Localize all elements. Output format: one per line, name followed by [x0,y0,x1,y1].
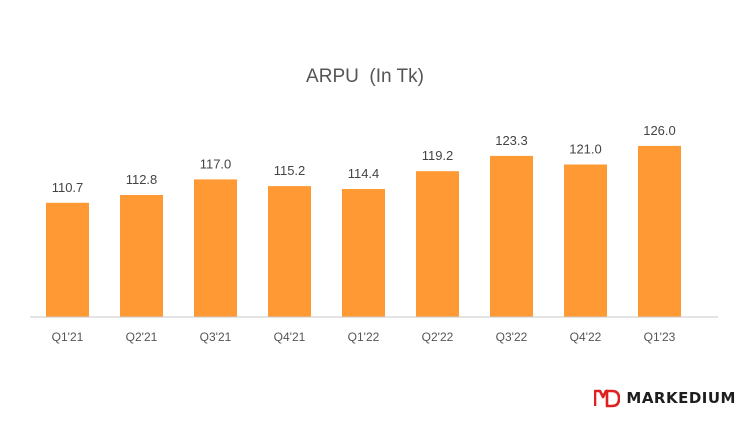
bars [46,145,681,317]
data-label-Q3'22: 123.3 [495,133,528,148]
data-label-Q1'22: 114.4 [348,166,380,181]
data-label-Q2'21: 112.8 [126,172,158,187]
x-tick-label-Q4'21: Q4'21 [274,330,306,344]
bar-Q3'21 [194,179,237,317]
bar-Q1'22 [342,189,385,317]
data-labels: 110.7 112.8 117.0 115.2 114.4 119.2 123.3 121.0… [52,123,676,195]
bar-Q2'22 [416,171,459,317]
bar-Q2'21 [120,195,163,317]
bar-Q4'21 [268,186,311,317]
bar-Q1'21 [46,202,89,317]
bar-Q1'23 [638,145,681,317]
brand-logo-icon [594,389,621,408]
x-tick-label-Q1'23: Q1'23 [644,330,676,344]
data-label-Q1'21: 110.7 [52,180,84,195]
brand-name: MARKEDIUM [626,389,736,407]
bar-Q4'22 [564,164,607,317]
x-tick-label-Q1'21: Q1'21 [52,330,84,344]
x-tick-label-Q2'21: Q2'21 [126,330,158,344]
data-label-Q4'21: 115.2 [274,163,306,178]
x-tick-label-Q1'22: Q1'22 [348,330,380,344]
x-tick-label-Q3'21: Q3'21 [200,330,232,344]
x-tick-label-Q2'22: Q2'22 [422,330,454,344]
brand-watermark: MARKEDIUM [594,383,736,413]
bar-Q3'22 [490,155,533,317]
data-label-Q3'21: 117.0 [200,156,232,171]
x-tick-label-Q4'22: Q4'22 [570,330,602,344]
x-tick-label-Q3'22: Q3'22 [496,330,528,344]
chart-title: ARPU (In Tk) [306,66,424,87]
data-label-Q1'23: 126.0 [643,123,676,138]
data-label-Q2'22: 119.2 [422,148,454,163]
data-label-Q4'22: 121.0 [569,142,602,157]
x-tick-labels: Q1'21 Q2'21 Q3'21 Q4'21 Q1'22 Q2'22 Q3'22 Q4'22… [52,330,676,344]
